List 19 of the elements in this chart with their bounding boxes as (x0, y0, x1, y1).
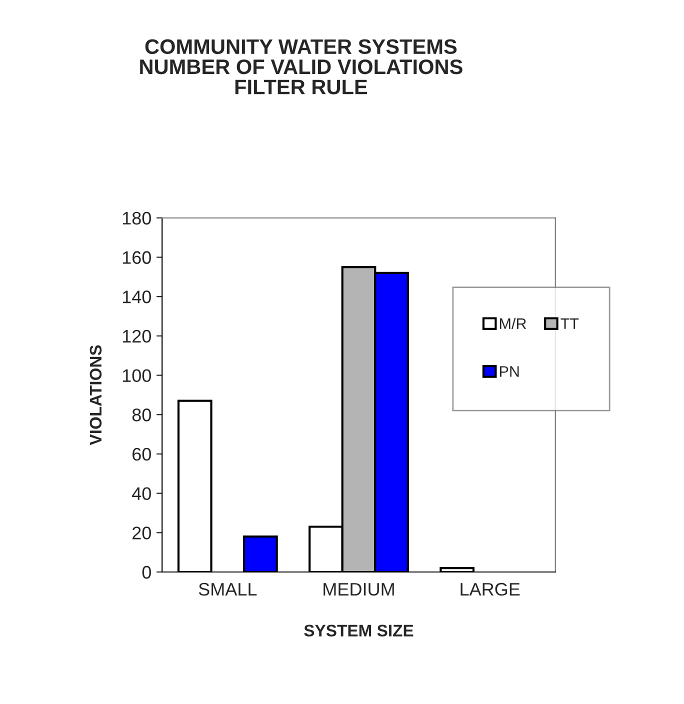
y-tick-label: 80 (132, 408, 151, 422)
y-tick-label: 20 (132, 526, 151, 540)
y-tick-label: 0 (142, 566, 151, 579)
chart-title: COMMUNITY WATER SYSTEMS NUMBER OF VALID VIOLATIONS FILTER RULE (140, 39, 462, 94)
legend-label: PN (500, 366, 519, 377)
y-tick-label: 140 (122, 290, 151, 304)
y-tick-label: 180 (122, 212, 151, 225)
x-tick-label: MEDIUM (324, 583, 394, 596)
y-tick-label: 40 (132, 487, 151, 500)
x-tick-label: LARGE (460, 582, 520, 596)
y-tick-label: 100 (122, 369, 151, 382)
y-tick-label: 160 (122, 251, 151, 264)
x-tick-label: SMALL (198, 582, 257, 596)
y-tick-label: 60 (132, 448, 151, 461)
legend-label: M/R (500, 318, 526, 330)
y-axis-title: VIOLATIONS (90, 345, 102, 446)
x-axis-title: SYSTEM SIZE (304, 624, 414, 636)
y-tick-label: 120 (122, 330, 151, 343)
legend-label: TT (560, 318, 579, 329)
